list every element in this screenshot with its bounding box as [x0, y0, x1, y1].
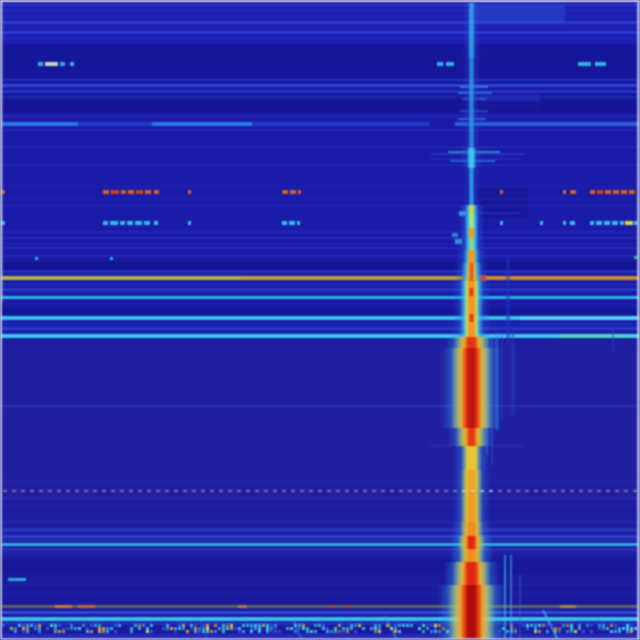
- page-root: { "chart_data": { "type": "heatmap", "su…: [0, 0, 640, 640]
- spectrogram-view: [0, 0, 640, 640]
- spectrogram-canvas: [0, 0, 640, 640]
